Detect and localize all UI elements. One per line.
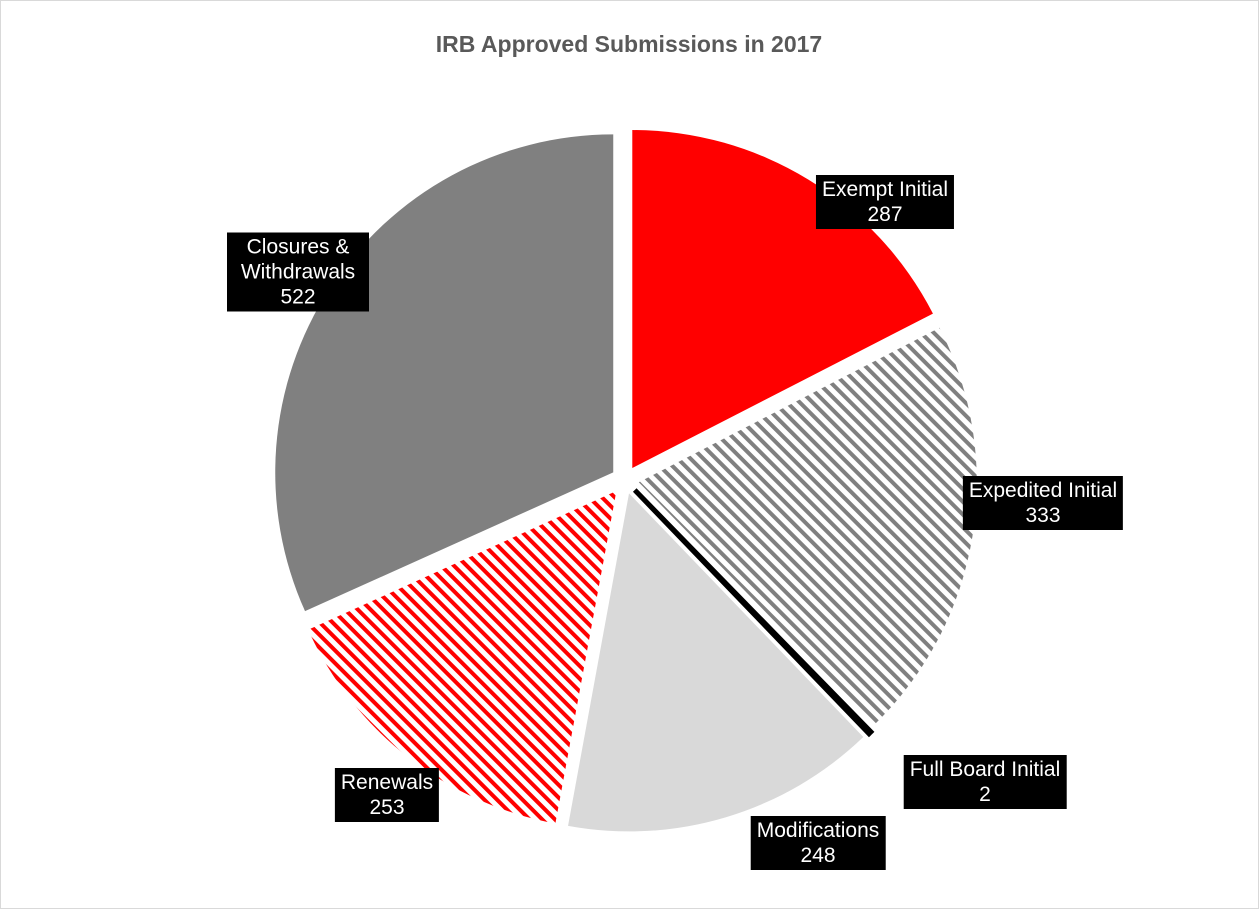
label-value: 333 — [1025, 504, 1061, 527]
label-category: Renewals — [340, 771, 434, 794]
label-category: Closures & Withdrawals — [240, 235, 356, 284]
data-label: Full Board Initial 2 — [903, 755, 1067, 809]
data-label: Exempt Initial 287 — [815, 175, 955, 229]
label-category: Exempt Initial — [821, 178, 949, 201]
data-label: Modifications 248 — [750, 816, 886, 870]
label-value: 522 — [280, 285, 316, 309]
data-label: Expedited Initial 333 — [962, 476, 1124, 530]
data-label: Renewals 253 — [334, 768, 440, 822]
data-label: Closures & Withdrawals 522 — [227, 232, 369, 312]
label-value: 2 — [979, 783, 991, 806]
label-category: Modifications — [756, 819, 880, 842]
label-value: 287 — [867, 203, 903, 226]
pie-slice — [568, 493, 864, 832]
pie-slice — [308, 491, 617, 824]
label-value: 253 — [369, 796, 405, 819]
label-value: 248 — [800, 844, 836, 867]
label-category: Full Board Initial — [909, 758, 1061, 781]
pie-slice — [632, 488, 875, 738]
chart-title: IRB Approved Submissions in 2017 — [436, 31, 822, 57]
label-category: Expedited Initial — [968, 479, 1118, 502]
pie-slice — [632, 130, 933, 469]
pie-slice — [638, 327, 977, 725]
